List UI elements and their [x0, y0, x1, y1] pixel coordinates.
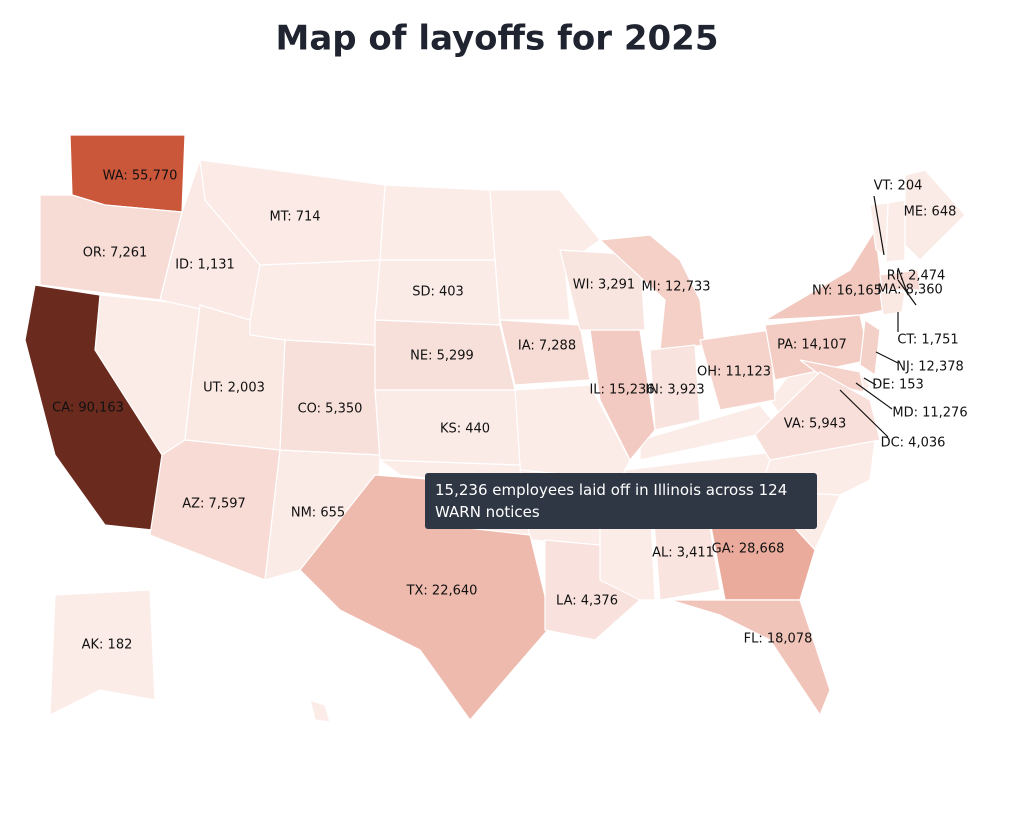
state-label: MD: 11,276	[892, 406, 967, 421]
state-label: IN: 3,923	[645, 383, 704, 398]
state-label: ID: 1,131	[175, 258, 235, 273]
state-label: PA: 14,107	[777, 338, 847, 353]
state	[904, 169, 966, 261]
state	[699, 329, 776, 411]
state-label: VT: 204	[874, 179, 923, 194]
leader-line	[855, 382, 893, 410]
state	[559, 249, 646, 331]
state-label: WI: 3,291	[573, 278, 635, 293]
state-label: UT: 2,003	[203, 381, 265, 396]
state-label: NY: 16,165	[812, 284, 882, 299]
state-label: MT: 714	[269, 210, 320, 225]
state-label: LA: 4,376	[556, 594, 618, 609]
state-label: AK: 182	[82, 638, 133, 653]
state	[669, 599, 831, 717]
state	[859, 318, 881, 377]
state	[764, 228, 886, 321]
state	[49, 589, 156, 716]
tooltip: 15,236 employees laid off in Illinois ac…	[425, 473, 817, 529]
state-label: CA: 90,163	[52, 401, 124, 416]
state	[544, 539, 642, 641]
map-title: Map of layoffs for 2025	[275, 19, 718, 59]
state-shape	[309, 699, 331, 723]
state	[754, 371, 881, 461]
state	[589, 329, 656, 462]
state-label: OH: 11,123	[697, 365, 771, 380]
state-labels: WA: 55,770 OR: 7,261 CA: 90,163 ID: 1,131 MT…	[52, 169, 967, 653]
leader-line	[897, 267, 909, 296]
state-label: AL: 3,411	[652, 546, 714, 561]
state	[499, 319, 591, 386]
state-label: NM: 655	[291, 506, 345, 521]
leader-line	[897, 279, 917, 306]
state-label: IA: 7,288	[518, 339, 576, 354]
state	[879, 291, 906, 316]
state-label: IL: 15,236	[589, 383, 654, 398]
state-label: ME: 648	[904, 205, 957, 220]
state	[598, 234, 706, 351]
state	[879, 269, 921, 291]
state-shape	[379, 184, 496, 261]
state-label: FL: 18,078	[744, 632, 813, 647]
state	[279, 339, 381, 456]
leader-line	[839, 389, 889, 438]
state	[374, 389, 521, 466]
state-label: NE: 5,299	[410, 349, 474, 364]
state-label: CO: 5,350	[298, 402, 363, 417]
state	[149, 439, 281, 581]
state-label: MA: 8,360	[877, 283, 943, 298]
state-label: DE: 153	[872, 378, 924, 393]
state-label: MI: 12,733	[641, 280, 710, 295]
state-label: DC: 4,036	[881, 436, 946, 451]
state-label: GA: 28,668	[712, 542, 785, 557]
state-shape	[885, 199, 906, 263]
state-label: TX: 22,640	[406, 584, 478, 599]
state-label: CT: 1,751	[897, 333, 958, 348]
leader-line	[875, 351, 899, 364]
state	[199, 159, 386, 266]
leader-line	[863, 377, 877, 386]
state-shape	[249, 259, 381, 346]
state-label: KS: 440	[440, 422, 490, 437]
state-label: AZ: 7,597	[182, 497, 246, 512]
state-label: RI: 2,474	[887, 269, 946, 284]
state-label: VA: 5,943	[784, 417, 846, 432]
state-label: OR: 7,261	[83, 246, 148, 261]
leader-line	[873, 195, 885, 256]
data-states	[24, 134, 966, 721]
state	[649, 344, 701, 431]
state-label: SD: 403	[412, 285, 464, 300]
state-label: NJ: 12,378	[896, 360, 964, 375]
state-label: WA: 55,770	[103, 169, 178, 184]
